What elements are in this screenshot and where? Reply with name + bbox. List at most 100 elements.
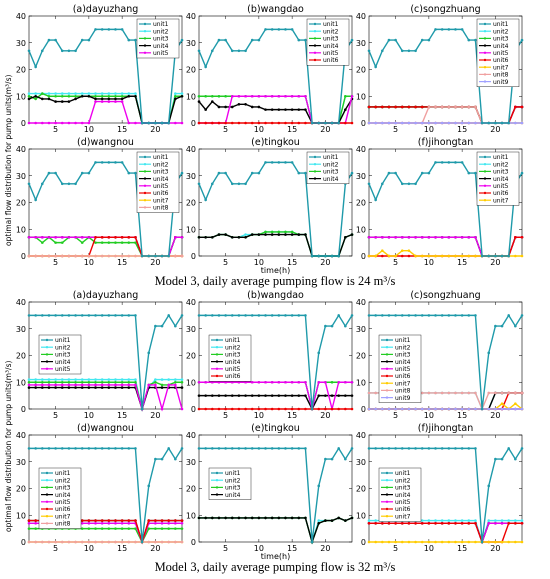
data-point-unit3 bbox=[330, 380, 334, 384]
data-point-unit1 bbox=[134, 314, 137, 317]
data-point-unit1 bbox=[60, 182, 64, 186]
legend-marker-unit5 bbox=[483, 184, 487, 187]
xtick-label: 10 bbox=[254, 125, 264, 134]
data-point-unit1 bbox=[74, 49, 77, 53]
chart-title: (c)songzhuang bbox=[410, 290, 480, 301]
legend-label: unit2 bbox=[493, 161, 509, 168]
legend-label: unit1 bbox=[395, 470, 411, 477]
data-point-unit6 bbox=[407, 105, 411, 109]
chart-title: (e)tingkou bbox=[251, 423, 300, 434]
ytick-label: 40 bbox=[356, 298, 366, 307]
data-point-unit1 bbox=[290, 314, 294, 317]
data-point-unit6 bbox=[507, 521, 510, 525]
data-point-unit5 bbox=[74, 235, 77, 239]
data-point-unit5 bbox=[114, 521, 117, 525]
legend-label: unit3 bbox=[493, 36, 509, 43]
data-point-unit1 bbox=[80, 171, 84, 175]
data-point-unit4 bbox=[197, 394, 201, 397]
legend-label: unit1 bbox=[153, 154, 169, 161]
legend-label: unit5 bbox=[323, 50, 339, 57]
data-point-unit5 bbox=[160, 521, 164, 525]
data-point-unit6 bbox=[167, 519, 170, 522]
data-point-unit1 bbox=[54, 447, 57, 450]
legend-label: unit1 bbox=[153, 21, 169, 28]
data-point-unit8 bbox=[127, 540, 131, 544]
data-point-unit1 bbox=[270, 28, 274, 31]
data-point-unit6 bbox=[27, 519, 31, 522]
data-point-unit5 bbox=[160, 407, 164, 411]
data-point-unit7 bbox=[414, 254, 417, 258]
legend-label: unit2 bbox=[153, 161, 169, 168]
data-point-unit1 bbox=[114, 28, 117, 31]
data-point-unit1 bbox=[140, 407, 144, 411]
data-point-unit4 bbox=[324, 394, 327, 397]
data-point-unit6 bbox=[100, 235, 104, 239]
data-point-unit3 bbox=[114, 527, 117, 530]
xtick-label: 5 bbox=[223, 125, 228, 134]
data-point-unit5 bbox=[87, 521, 91, 525]
xtick-label: 5 bbox=[393, 411, 398, 420]
data-point-unit8 bbox=[74, 254, 77, 258]
data-point-unit6 bbox=[204, 121, 207, 125]
data-point-unit1 bbox=[114, 161, 117, 164]
legend-label: unit8 bbox=[395, 388, 411, 395]
data-point-unit5 bbox=[387, 235, 391, 239]
legend-label: unit6 bbox=[493, 190, 509, 197]
data-point-unit5 bbox=[147, 383, 151, 387]
legend-label: unit6 bbox=[225, 373, 241, 380]
data-point-unit4 bbox=[230, 394, 234, 397]
data-point-unit1 bbox=[237, 447, 241, 450]
data-point-unit4 bbox=[350, 394, 354, 397]
data-point-unit1 bbox=[394, 314, 397, 317]
legend-marker-unit7 bbox=[483, 199, 487, 202]
data-point-unit7 bbox=[440, 254, 444, 258]
ytick-label: 0 bbox=[191, 538, 196, 547]
legend-label: unit6 bbox=[395, 506, 411, 513]
data-point-unit3 bbox=[107, 527, 111, 530]
data-point-unit8 bbox=[134, 540, 137, 544]
data-point-unit8 bbox=[34, 254, 37, 258]
data-point-unit8 bbox=[474, 391, 477, 395]
data-point-unit1 bbox=[467, 38, 471, 42]
legend-marker-unit5 bbox=[143, 51, 147, 54]
xtick-label: 10 bbox=[424, 544, 434, 553]
data-point-unit7 bbox=[434, 540, 437, 544]
data-point-unit2 bbox=[244, 233, 247, 236]
data-point-unit3 bbox=[344, 94, 347, 98]
data-point-unit5 bbox=[244, 380, 247, 384]
data-point-unit1 bbox=[120, 28, 124, 31]
ytick-label: 0 bbox=[21, 405, 26, 414]
data-point-unit3 bbox=[174, 527, 177, 530]
chart-title: (c)songzhuang bbox=[410, 4, 480, 15]
data-point-unit1 bbox=[197, 49, 201, 53]
data-point-unit5 bbox=[297, 380, 301, 384]
data-point-unit1 bbox=[67, 182, 71, 186]
data-point-unit1 bbox=[54, 171, 57, 175]
data-point-unit2 bbox=[67, 92, 71, 95]
legend-marker-unit7 bbox=[45, 515, 49, 518]
legend-marker-unit1 bbox=[483, 22, 487, 26]
data-point-unit6 bbox=[34, 519, 37, 522]
data-point-unit4 bbox=[304, 233, 307, 236]
data-point-unit1 bbox=[60, 447, 64, 450]
data-point-unit4 bbox=[250, 233, 254, 236]
legend-marker-unit2 bbox=[483, 163, 487, 166]
data-point-unit1 bbox=[47, 447, 51, 450]
data-point-unit4 bbox=[284, 108, 287, 111]
data-point-unit8 bbox=[107, 254, 111, 258]
data-point-unit2 bbox=[67, 378, 71, 381]
data-point-unit8 bbox=[440, 105, 444, 109]
legend-box bbox=[136, 151, 180, 213]
legend-label: unit3 bbox=[55, 485, 71, 492]
data-point-unit5 bbox=[277, 94, 281, 98]
legend-marker-unit8 bbox=[483, 73, 487, 76]
data-point-unit3 bbox=[54, 380, 57, 384]
data-point-unit5 bbox=[167, 383, 170, 387]
legend-marker-unit2 bbox=[215, 346, 219, 349]
data-point-unit1 bbox=[167, 447, 170, 450]
data-point-unit2 bbox=[494, 519, 497, 522]
ylabel-top: optimal flow distribution for pump units… bbox=[4, 74, 13, 246]
ytick-label: 40 bbox=[356, 431, 366, 440]
